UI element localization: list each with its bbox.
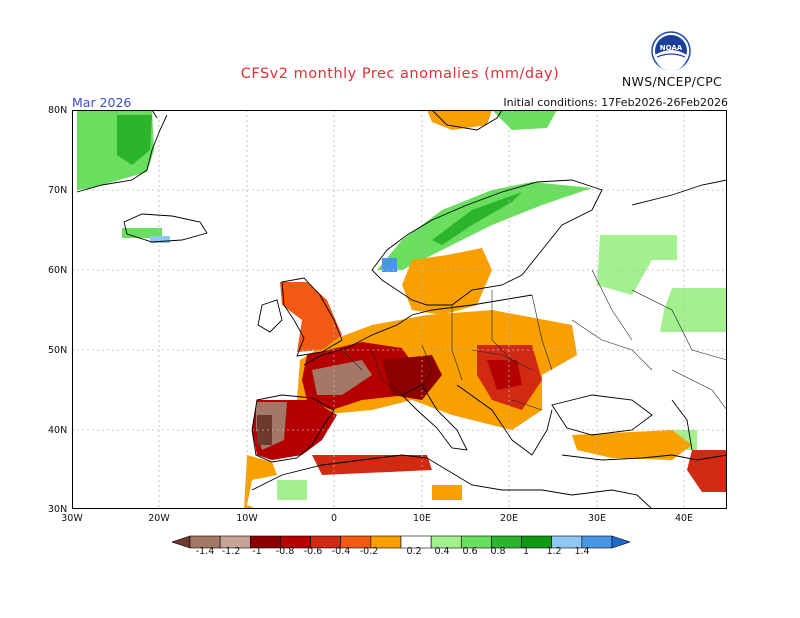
colorbar-label: 1.2	[546, 546, 562, 557]
map-frame	[72, 110, 727, 509]
lat-label-30n: 30N	[48, 504, 68, 515]
colorbar-label: -0.6	[303, 546, 323, 557]
east-med-dry	[687, 450, 727, 492]
colorbar-swatch	[611, 535, 630, 549]
lon-label-10e: 10E	[412, 513, 432, 524]
svalbard-wet	[492, 110, 557, 130]
scandinavia-coast	[371, 179, 603, 306]
agency-label: NWS/NCEP/CPC	[621, 74, 723, 89]
lon-label-20w: 20W	[148, 513, 170, 524]
colorbar-label: -0.8	[275, 546, 295, 557]
north-africa-coast	[251, 454, 638, 496]
north-africa-dry	[312, 455, 432, 475]
colorbar-label: 1.4	[574, 546, 590, 557]
map-border	[72, 110, 727, 509]
britain-coast	[281, 277, 343, 357]
colorbar-label: -0.4	[331, 546, 351, 557]
lon-label-10w: 10W	[236, 513, 258, 524]
colorbar-label: -1.4	[195, 546, 215, 557]
lat-label-50n: 50N	[48, 345, 68, 356]
colorbar-label: 0.4	[434, 546, 450, 557]
italy-coast	[401, 384, 468, 451]
north-africa-wet	[277, 480, 307, 500]
colorbar-label: -0.2	[359, 546, 379, 557]
lon-label-0: 0	[330, 513, 338, 524]
france-strong-dry	[312, 360, 372, 395]
lat-label-70n: 70N	[48, 185, 68, 196]
uk-dry	[280, 282, 342, 352]
red-sea-coast	[636, 494, 653, 509]
colorbar	[172, 535, 630, 549]
novaya-zemlya-coast	[631, 179, 727, 206]
balkans-core	[487, 360, 522, 390]
scandinavia-dry	[402, 248, 492, 315]
logo-text: NOAA	[660, 44, 683, 52]
norway-blue	[382, 258, 397, 272]
forecast-month: Mar 2026	[72, 95, 132, 110]
map-title: CFSv2 monthly Prec anomalies (mm/day)	[240, 66, 560, 82]
iberia-coast	[251, 394, 335, 463]
turkey-dry	[572, 430, 692, 460]
country-borders	[341, 269, 727, 411]
greenland-coast	[76, 110, 168, 193]
black-sea-coast	[551, 394, 653, 436]
norway-wet-core	[432, 192, 522, 245]
svalbard-dry	[427, 110, 492, 130]
med-sea-dry	[244, 455, 277, 509]
continent-coast	[303, 294, 533, 366]
colorbar-label: 0.6	[462, 546, 478, 557]
lon-label-30w: 30W	[61, 513, 83, 524]
lat-label-40n: 40N	[48, 425, 68, 436]
caspian-coast	[671, 399, 693, 451]
colorbar-label: 0.8	[490, 546, 506, 557]
turkey-coast	[561, 454, 727, 461]
colorbar-swatch	[172, 535, 191, 549]
iceland-wet	[122, 228, 162, 238]
libya-dry	[432, 485, 462, 500]
russia-wet-1	[597, 235, 677, 295]
colorbar-label: 0.2	[406, 546, 422, 557]
greenland-wet-core	[117, 115, 152, 165]
alps-dry	[382, 355, 442, 400]
lon-label-40e: 40E	[674, 513, 694, 524]
initial-conditions: Initial conditions: 17Feb2026-26Feb2026	[503, 96, 728, 109]
noaa-logo: NOAA	[651, 31, 691, 71]
coastlines	[76, 110, 727, 509]
norway-wet	[377, 182, 592, 270]
colorbar-label: 1	[522, 546, 530, 557]
anomaly-shading	[77, 110, 727, 509]
ireland-coast	[257, 299, 283, 333]
lat-label-80n: 80N	[48, 105, 68, 116]
lon-label-30e: 30E	[587, 513, 607, 524]
iceland-coast	[123, 213, 208, 243]
border-1	[341, 269, 727, 411]
lon-label-20e: 20E	[499, 513, 519, 524]
iceland-wet-blue	[150, 236, 170, 243]
colorbar-label: -1	[252, 546, 262, 557]
svalbard-coast	[431, 110, 503, 131]
iberia-core	[257, 415, 272, 445]
colorbar-label: -1.2	[221, 546, 241, 557]
lat-label-60n: 60N	[48, 265, 68, 276]
balkan-coast	[456, 384, 553, 456]
russia-wet-2	[660, 288, 727, 332]
